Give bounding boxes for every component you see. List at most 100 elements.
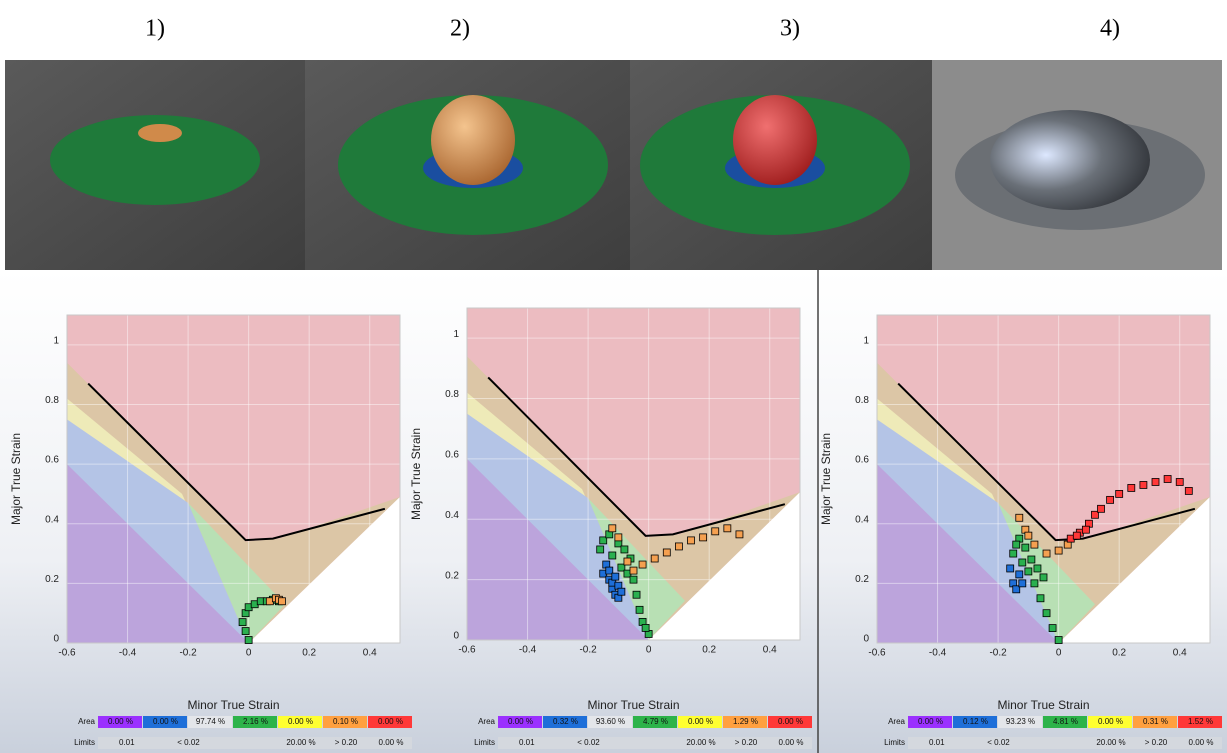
strain-point (1024, 531, 1033, 540)
strain-point (1018, 579, 1027, 588)
strain-point (1024, 567, 1033, 576)
y-tick-label: 0 (53, 634, 59, 645)
limits-row (98, 737, 412, 749)
strain-point (1054, 636, 1063, 644)
strain-point (617, 587, 626, 596)
limit-value: > 0.20 (335, 738, 358, 747)
area-value: 0.00 % (153, 717, 178, 726)
strain-point (1036, 594, 1045, 603)
y-tick-label: 0 (453, 631, 459, 642)
y-tick-label: 0.6 (445, 450, 459, 461)
strain-point (1042, 609, 1051, 618)
strain-point (632, 590, 641, 599)
row-label: Area (78, 717, 95, 726)
strain-point (611, 572, 620, 581)
strain-point (1009, 549, 1018, 558)
area-value: 93.60 % (596, 717, 625, 726)
strain-point (711, 527, 720, 536)
area-cell (588, 716, 632, 728)
y-tick-label: 0.2 (45, 574, 59, 585)
row-label: Limits (474, 738, 495, 747)
strain-point (1091, 510, 1099, 519)
area-value: 0.31 % (1143, 717, 1168, 726)
zone (877, 464, 1059, 643)
panel-label: 3) (780, 16, 800, 42)
strain-point (596, 545, 605, 554)
x-tick-label: 0.4 (763, 645, 777, 656)
area-value: 0.00 % (108, 717, 133, 726)
strain-point (662, 548, 671, 557)
limit-value: 0.01 (119, 738, 135, 747)
strain-point (1021, 543, 1030, 552)
strain-point (623, 557, 632, 566)
area-cell (768, 716, 812, 728)
area-value: 0.00 % (918, 717, 943, 726)
row-label: Area (478, 717, 495, 726)
x-tick-label: -0.2 (579, 645, 597, 656)
row-label: Limits (884, 738, 905, 747)
y-tick-label: 0.6 (855, 455, 869, 466)
strain-point (638, 560, 647, 569)
strain-point (699, 533, 708, 542)
strain-point (614, 533, 623, 542)
zone (1058, 496, 1210, 643)
area-cell (188, 716, 232, 728)
blank (50, 115, 260, 205)
y-tick-label: 1 (453, 329, 459, 340)
strain-point (1151, 478, 1160, 486)
strain-point (608, 551, 617, 560)
strain-point (1072, 531, 1081, 540)
area-value: 4.79 % (643, 717, 668, 726)
x-axis-label: Minor True Strain (187, 698, 279, 712)
x-tick-label: -0.6 (868, 648, 886, 659)
area-cell (98, 716, 142, 728)
y-tick-label: 0.4 (45, 514, 59, 525)
y-tick-label: 0.2 (445, 570, 459, 581)
x-tick-label: 0 (1056, 648, 1062, 659)
row-label: Limits (74, 738, 95, 747)
y-tick-label: 1 (53, 335, 59, 346)
area-cell (908, 716, 952, 728)
strain-point (1163, 475, 1172, 483)
y-tick-label: 0.4 (445, 510, 459, 521)
strain-point (1012, 585, 1021, 594)
area-cell (543, 716, 587, 728)
strain-point (635, 605, 644, 614)
limit-value: 20.00 % (686, 738, 715, 747)
strain-point (1018, 558, 1027, 567)
area-value: 0.00 % (1098, 717, 1123, 726)
zone (648, 492, 800, 640)
x-tick-label: 0.4 (1173, 648, 1187, 659)
y-tick-label: 0 (863, 634, 869, 645)
y-axis-label: Major True Strain (819, 433, 833, 525)
y-axis-label: Major True Strain (409, 428, 423, 520)
area-cell (498, 716, 542, 728)
row-label: Area (888, 717, 905, 726)
strain-point (675, 542, 683, 551)
panel-label: 1) (145, 16, 165, 42)
x-tick-label: 0 (646, 645, 652, 656)
limit-value: 20.00 % (1096, 738, 1125, 747)
limit-value: 0.01 (519, 738, 535, 747)
area-cell (278, 716, 322, 728)
strain-point (238, 618, 247, 627)
dome (431, 95, 515, 185)
strain-point (278, 597, 286, 606)
limit-value: 0.01 (929, 738, 945, 747)
panel-label: 2) (450, 16, 470, 42)
area-value: 1.52 % (1188, 717, 1213, 726)
x-tick-label: -0.6 (58, 648, 76, 659)
strain-point (620, 545, 629, 554)
strain-point (608, 524, 617, 533)
area-value: 0.10 % (333, 717, 358, 726)
strain-point (1081, 525, 1090, 534)
strain-point (1012, 540, 1021, 549)
strain-point (1115, 490, 1124, 498)
strain-point (244, 636, 253, 644)
area-value: 0.00 % (778, 717, 803, 726)
area-cell (1088, 716, 1132, 728)
x-tick-label: -0.6 (458, 645, 476, 656)
y-tick-label: 0.4 (855, 514, 869, 525)
